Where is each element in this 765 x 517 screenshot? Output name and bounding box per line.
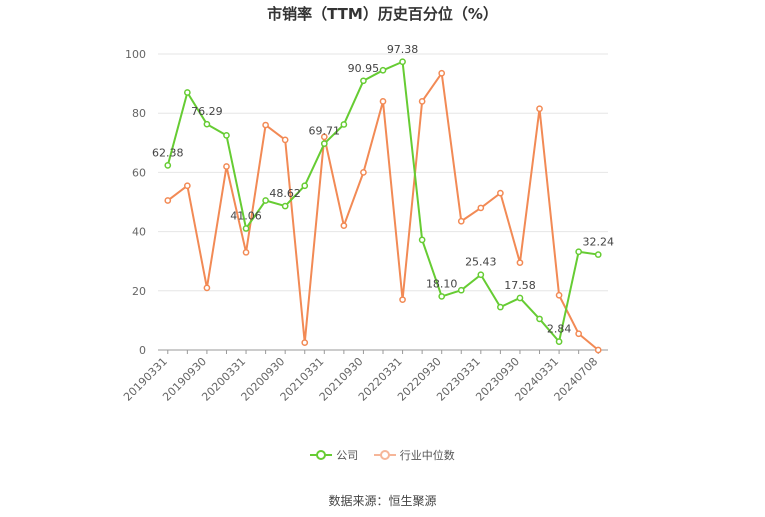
y-tick-label: 60 xyxy=(132,166,146,179)
data-point-company xyxy=(399,58,406,66)
data-point-company xyxy=(203,120,211,128)
grid-lines xyxy=(158,53,608,292)
data-point-company xyxy=(242,225,250,232)
data-point-industry xyxy=(536,105,543,113)
y-tick-label: 100 xyxy=(125,48,146,61)
data-point-company xyxy=(379,66,387,74)
data-label: 90.95 xyxy=(348,62,380,75)
y-tick-label: 20 xyxy=(132,285,146,298)
data-point-company xyxy=(457,286,465,294)
legend-label-industry: 行业中位数 xyxy=(399,449,455,462)
data-point-industry xyxy=(281,136,289,144)
data-label: 48.62 xyxy=(269,187,301,200)
data-point-industry xyxy=(301,339,309,346)
data-label: 97.38 xyxy=(387,43,419,56)
data-point-industry xyxy=(438,69,446,77)
data-point-company xyxy=(418,236,426,244)
data-point-industry xyxy=(477,204,485,212)
data-point-company xyxy=(164,162,172,169)
data-point-industry xyxy=(575,330,583,338)
data-point-industry xyxy=(223,163,230,170)
data-point-industry xyxy=(379,98,387,105)
data-point-company xyxy=(497,303,504,311)
data-point-company xyxy=(575,248,583,256)
data-label: 76.29 xyxy=(191,105,223,118)
legend: 公司 行业中位数 xyxy=(0,447,765,464)
data-point-company xyxy=(360,77,367,85)
data-label: 25.43 xyxy=(465,256,497,269)
data-point-industry xyxy=(242,248,250,256)
y-tick-label: 40 xyxy=(132,226,146,239)
data-point-industry xyxy=(399,296,406,304)
data-label: 18.10 xyxy=(426,277,458,290)
data-labels: 62.38 76.29 41.06 48.62 69.71 90.95 97.38 18.10… xyxy=(152,43,614,336)
data-label: 69.71 xyxy=(309,125,341,138)
legend-label-company: 公司 xyxy=(336,449,359,462)
y-tick-label: 80 xyxy=(132,107,146,120)
data-point-industry xyxy=(516,259,524,267)
data-point-company xyxy=(301,182,309,190)
data-point-company xyxy=(438,293,446,300)
source-note: 数据来源：恒生聚源 xyxy=(328,494,437,508)
data-point-industry xyxy=(555,291,563,299)
data-point-industry xyxy=(183,182,191,190)
data-point-company xyxy=(340,121,348,128)
data-point-company xyxy=(594,251,602,258)
data-point-company xyxy=(536,315,543,323)
legend-marker-company-icon xyxy=(310,450,333,460)
data-point-industry xyxy=(594,346,602,354)
data-label: 32.24 xyxy=(582,236,614,249)
legend-item-company[interactable]: 公司 xyxy=(310,447,358,463)
data-point-industry xyxy=(203,284,211,292)
chart-title: 市销率（TTM）历史百分位（%） xyxy=(267,5,498,23)
series xyxy=(164,58,602,354)
data-label: 41.06 xyxy=(230,209,262,222)
legend-item-industry[interactable]: 行业中位数 xyxy=(373,447,455,463)
data-label: 62.38 xyxy=(152,146,184,159)
data-point-industry xyxy=(418,98,426,105)
data-point-company xyxy=(516,294,524,302)
data-label: 2.84 xyxy=(547,323,572,336)
data-point-industry xyxy=(262,121,269,129)
data-point-company xyxy=(183,89,191,96)
data-point-industry xyxy=(320,133,328,141)
data-point-industry xyxy=(340,222,348,230)
data-point-industry xyxy=(360,169,367,176)
data-point-company xyxy=(223,132,230,139)
legend-marker-industry-icon xyxy=(373,450,396,460)
data-point-industry xyxy=(164,197,172,204)
data-point-company xyxy=(281,202,289,210)
data-point-company xyxy=(477,271,485,279)
y-tick-label: 0 xyxy=(139,344,146,357)
data-point-company xyxy=(555,338,563,345)
data-point-company xyxy=(320,140,328,148)
data-label: 17.58 xyxy=(504,279,536,292)
data-point-company xyxy=(262,197,269,204)
data-point-industry xyxy=(457,217,465,225)
data-point-industry xyxy=(497,189,504,197)
